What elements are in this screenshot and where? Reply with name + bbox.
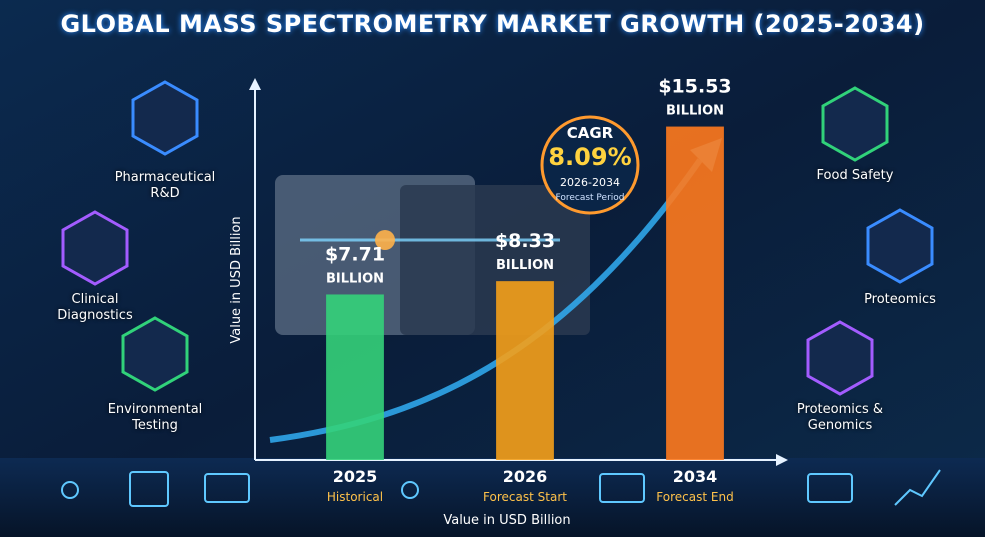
x-axis-label: Value in USD Billion (443, 513, 570, 528)
hex-icons (61, 80, 934, 396)
x-tick-label: 2025 (333, 467, 378, 486)
cagr-badge (540, 115, 640, 215)
cagr-period: 2026-2034 (560, 176, 620, 189)
hex-icon (866, 208, 934, 284)
value-label: $15.53 (658, 76, 731, 98)
hex-icon (806, 320, 874, 396)
bar (326, 294, 384, 460)
beam-core (375, 230, 395, 250)
icon (61, 481, 79, 499)
x-tick-label: 2034 (673, 467, 718, 486)
category-note: Historical (327, 490, 383, 504)
application-label: Environmental Testing (107, 402, 203, 433)
application-label: Pharmaceutical R&D (114, 170, 216, 201)
value-unit: BILLION (666, 104, 724, 119)
bottom-icons (61, 469, 941, 507)
bar (496, 281, 554, 460)
bar (666, 126, 724, 460)
icon (894, 469, 941, 506)
axis-arrow (776, 454, 788, 466)
value-label: $8.33 (495, 230, 555, 252)
value-unit: BILLION (496, 258, 554, 273)
icon (129, 471, 169, 507)
application-label: Proteomics (864, 292, 936, 307)
icon (204, 473, 250, 503)
application-label: Food Safety (816, 168, 894, 183)
icon (401, 481, 419, 499)
value-label: $7.71 (325, 243, 385, 265)
category-note: Forecast End (656, 490, 733, 504)
cagr-value: 8.09% (548, 143, 631, 171)
cagr-title: CAGR (567, 124, 614, 142)
icon (599, 473, 645, 503)
hex-icon (131, 80, 199, 156)
value-unit: BILLION (326, 271, 384, 286)
hex-icon (121, 316, 189, 392)
category-note: Forecast Start (483, 490, 567, 504)
axis-arrow (249, 78, 261, 90)
icon (807, 473, 853, 503)
application-label: Clinical Diagnostics (57, 292, 133, 323)
cagr-note: Forecast Period (555, 193, 624, 203)
hex-icon (821, 86, 889, 162)
x-tick-label: 2026 (503, 467, 548, 486)
y-axis-label: Value in USD Billion (229, 216, 244, 343)
application-label: Proteomics & Genomics (796, 402, 884, 433)
hex-icon (61, 210, 129, 286)
title: GLOBAL MASS SPECTROMETRY MARKET GROWTH (… (60, 10, 925, 38)
